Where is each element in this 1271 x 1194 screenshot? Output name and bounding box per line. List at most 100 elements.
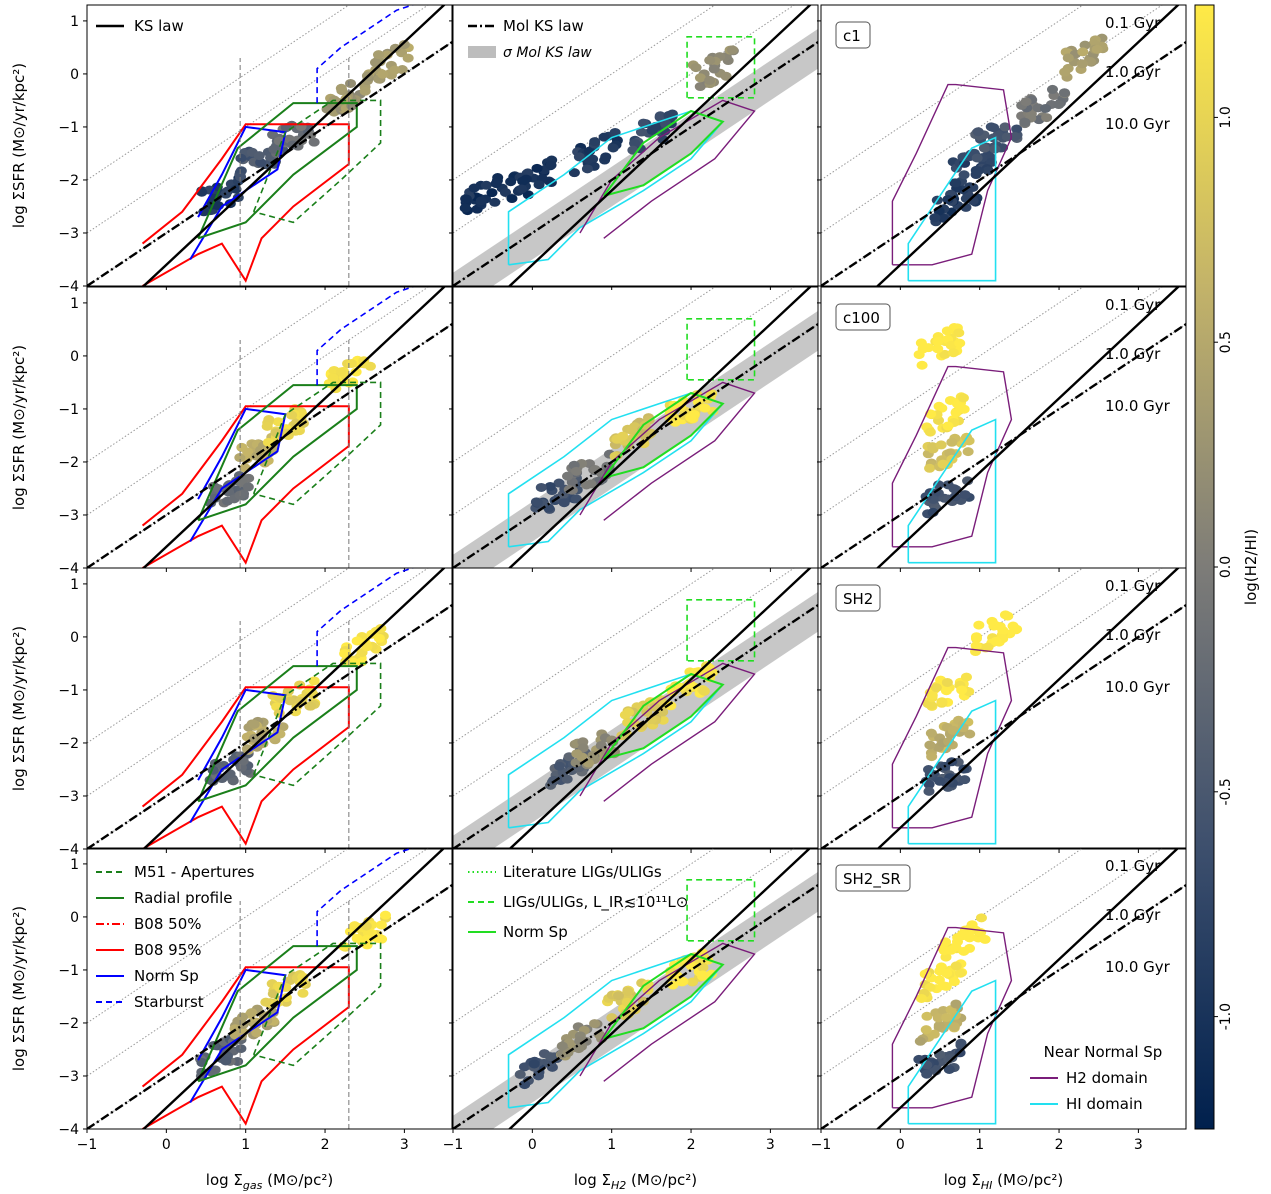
hexbin-point <box>475 196 487 206</box>
mol-ks-law-line <box>821 884 1186 1129</box>
legend-label: Radial profile <box>134 889 232 907</box>
panel-frame <box>86 847 453 1130</box>
hexbin-point <box>1058 88 1070 98</box>
y-tick-label: −3 <box>58 508 79 524</box>
legend-label: B08 50% <box>134 915 202 933</box>
hexbin-point <box>685 413 697 423</box>
hexbin-point <box>936 697 948 707</box>
hexbin-point <box>242 447 254 457</box>
hexbin-point <box>916 360 928 370</box>
legend-label: M51 - Apertures <box>134 863 255 881</box>
depletion-line <box>87 568 350 744</box>
hexbin-point <box>553 761 565 771</box>
hexbin-point <box>694 73 706 83</box>
hexbin-point <box>242 482 254 492</box>
hexbin-point <box>1062 53 1074 63</box>
hexbin-point <box>480 180 492 190</box>
hexbin-point <box>459 203 471 213</box>
hexbin-point <box>235 153 247 163</box>
hi-domain-contour <box>907 979 997 1125</box>
y-tick-label: −2 <box>58 1016 79 1032</box>
hexbin-point <box>937 459 949 469</box>
hexbin-point <box>975 913 987 923</box>
hexbin-point <box>654 111 666 121</box>
depletion-line <box>453 287 796 516</box>
radial-profile-contour <box>197 384 358 522</box>
ligs-contour <box>686 318 756 381</box>
hexbin-point <box>988 123 1000 133</box>
depletion-label: 10.0 Gyr <box>1105 397 1171 415</box>
hexbin-point <box>1076 59 1088 69</box>
h2-domain-contour <box>891 83 1013 266</box>
panel-SH2-gas <box>87 568 452 849</box>
hexbin-point <box>953 328 965 338</box>
legend-label: HI domain <box>1066 1095 1143 1113</box>
y-tick-label: 0 <box>70 630 79 646</box>
legend-label: Starburst <box>134 993 204 1011</box>
depletion-line <box>821 848 1084 1024</box>
y-axis-label: log ΣSFR (M⊙/yr/kpc²) <box>10 345 28 510</box>
x-tick-label: 0 <box>528 1137 537 1153</box>
hexbin-point <box>532 1071 544 1081</box>
hexbin-point <box>1020 97 1032 107</box>
y-tick-label: 0 <box>70 910 79 926</box>
sim-label-box <box>835 21 871 49</box>
hexbin-point <box>932 1013 944 1023</box>
hexbin-point <box>924 463 936 473</box>
hexbin-point <box>573 1044 585 1054</box>
panel-frame <box>86 567 453 850</box>
x-axis-label: log Σgas (M⊙/pc²) <box>206 1171 333 1192</box>
hexbin-point <box>570 494 582 504</box>
hexbin-point <box>921 1069 933 1079</box>
hexbin-point <box>263 415 275 425</box>
hexbin-point <box>261 421 273 431</box>
hexbin-point <box>913 350 925 360</box>
hexbin-point <box>486 188 498 198</box>
hexbin-point <box>373 633 385 643</box>
ks-law-line <box>507 848 812 1129</box>
hexbin-point <box>971 153 983 163</box>
hexbin-point <box>1059 67 1071 77</box>
hexbin-point <box>545 160 557 170</box>
colorbar-tick-label: -1.0 <box>1218 1003 1234 1030</box>
sim-label-box <box>835 584 881 612</box>
colorbar-tick-label: 0.0 <box>1218 556 1234 578</box>
panel-SH2_SR-hi <box>821 848 1186 1129</box>
hexbin-point <box>924 427 936 437</box>
hexbin-point <box>956 685 968 695</box>
ks-law-line <box>875 568 1180 849</box>
depletion-label: 1.0 Gyr <box>1105 906 1161 924</box>
hexbin-point <box>955 1038 967 1048</box>
hexbin-point <box>986 616 998 626</box>
x-tick-label: 3 <box>766 1137 775 1153</box>
hexbin-point <box>665 701 677 711</box>
depletion-label: 10.0 Gyr <box>1105 678 1171 696</box>
hexbin-point <box>284 696 296 706</box>
hexbin-point <box>622 986 634 996</box>
hexbin-point <box>1047 84 1059 94</box>
h2-domain-contour <box>891 365 1013 548</box>
ligs-contour <box>686 879 756 942</box>
depletion-label: 1.0 Gyr <box>1105 626 1161 644</box>
y-tick-label: 0 <box>70 349 79 365</box>
y-axis-label: log ΣSFR (M⊙/yr/kpc²) <box>10 626 28 791</box>
x-axis-label: log ΣH2 (M⊙/pc²) <box>574 1171 697 1192</box>
hexbin-point <box>361 935 373 945</box>
hexbin-point <box>972 127 984 137</box>
ks-law-line <box>875 5 1180 286</box>
panel-frame <box>452 567 819 850</box>
hexbin-point <box>957 152 969 162</box>
hexbin-point <box>948 977 960 987</box>
hexbin-point <box>962 447 974 457</box>
depletion-label: 0.1 Gyr <box>1105 296 1161 314</box>
hexbin-point <box>398 40 410 50</box>
hexbin-point <box>927 442 939 452</box>
x-tick-label: −1 <box>443 1137 464 1153</box>
y-tick-label: −1 <box>58 683 79 699</box>
hexbin-point <box>947 348 959 358</box>
hexbin-point <box>914 1036 926 1046</box>
hexbin-point <box>581 164 593 174</box>
hexbin-point <box>690 63 702 73</box>
ks-law-line <box>507 568 812 849</box>
